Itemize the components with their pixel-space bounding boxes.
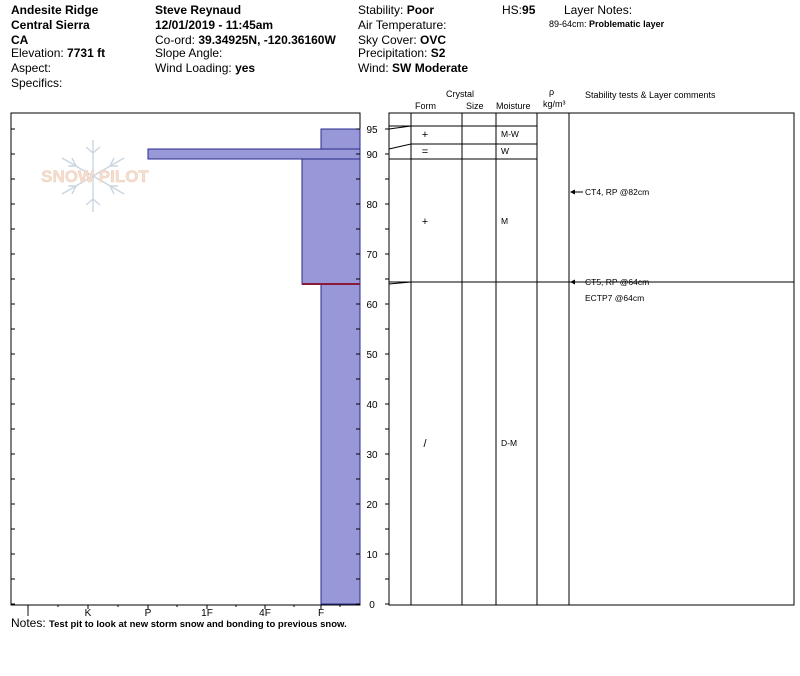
- test-label: ECTP7 @64cm: [585, 293, 644, 303]
- y-tick-label: 80: [366, 200, 378, 211]
- notes-text: Test pit to look at new storm snow and b…: [49, 619, 347, 630]
- y-tick-label: 10: [366, 550, 378, 561]
- air-temperature-label: Air Temperature:: [358, 18, 447, 32]
- grain-form: /: [423, 438, 427, 450]
- precipitation: Precipitation: S2: [358, 46, 445, 60]
- comments-header: Stability tests & Layer comments: [585, 90, 716, 100]
- y-tick-label: 0: [369, 600, 375, 611]
- y-tick-label: 60: [366, 300, 378, 311]
- y-tick-label: 30: [366, 450, 378, 461]
- snowpilot-watermark: SNOW PILOT: [41, 140, 150, 212]
- grain-form: +: [422, 129, 428, 141]
- test-label: CT4, RP @82cm: [585, 187, 649, 197]
- layer-note-range: 89-64cm:: [549, 19, 587, 29]
- hs-value: 95: [522, 3, 536, 17]
- layer-table-frame: [388, 112, 795, 606]
- density-symbol: ρ: [549, 87, 555, 97]
- observer-name: Steve Reynaud: [155, 3, 242, 17]
- layer-rows: + M-W = W + M / D-M: [388, 125, 794, 450]
- y-tick-label: 70: [366, 250, 378, 261]
- test-label: CT5, RP @64cm: [585, 277, 649, 287]
- sky-cover-value: OVC: [420, 33, 447, 47]
- hs-label: HS:: [502, 3, 523, 17]
- stability-tests: CT4, RP @82cm CT5, RP @64cm ECTP7 @64cm: [570, 187, 649, 303]
- sky-cover: Sky Cover: OVC: [358, 33, 446, 47]
- hardness-axis: I K P 1F 4F F: [27, 605, 341, 619]
- coordinates: Co-ord: 39.34925N, -120.36160W: [155, 33, 336, 47]
- watermark-text: SNOW PILOT: [41, 167, 149, 186]
- x-tick-label: F: [318, 608, 324, 619]
- precipitation-label: Precipitation:: [358, 46, 428, 60]
- hardness-bar: [301, 158, 361, 285]
- form-header: Form: [415, 101, 436, 111]
- state: CA: [11, 33, 29, 47]
- grain-form: +: [422, 216, 428, 228]
- elevation: Elevation: 7731 ft: [11, 46, 105, 60]
- hardness-bars: [147, 128, 361, 605]
- stability: Stability: Poor: [358, 3, 434, 17]
- slope-angle-label: Slope Angle:: [155, 46, 223, 60]
- grain-form: =: [422, 146, 428, 158]
- layer-note-text: Problematic layer: [589, 19, 665, 29]
- notes: Notes: Test pit to look at new storm sno…: [11, 616, 347, 632]
- size-header: Size: [466, 101, 484, 111]
- layer-moisture: W: [501, 146, 509, 156]
- elevation-value: 7731 ft: [67, 46, 106, 60]
- y-tick-label: 40: [366, 400, 378, 411]
- stability-label: Stability:: [358, 3, 404, 17]
- y-tick-label: 95: [366, 125, 378, 136]
- stability-value: Poor: [406, 3, 435, 17]
- layer-note: 89-64cm: Problematic layer: [549, 19, 664, 30]
- wind-value: SW Moderate: [392, 61, 469, 75]
- moisture-header: Moisture: [496, 101, 531, 111]
- coord-value: 39.34925N, -120.36160W: [198, 33, 336, 47]
- location-name: Andesite Ridge: [11, 3, 99, 17]
- layer-moisture: D-M: [501, 438, 517, 448]
- test-arrow-head: [570, 279, 575, 285]
- sky-cover-label: Sky Cover:: [358, 33, 417, 47]
- elevation-label: Elevation:: [11, 46, 64, 60]
- precipitation-value: S2: [430, 46, 446, 60]
- wind: Wind: SW Moderate: [358, 61, 468, 75]
- observation-datetime: 12/01/2019 - 11:45am: [155, 18, 274, 32]
- aspect-label: Aspect:: [11, 61, 52, 75]
- wind-loading-label: Wind Loading:: [155, 61, 232, 75]
- y-tick-label: 20: [366, 500, 378, 511]
- x-tick-label: P: [145, 608, 152, 619]
- snow-height: HS:95: [502, 3, 535, 17]
- notes-label: Notes:: [11, 616, 46, 630]
- layer-moisture: M: [501, 216, 508, 226]
- wind-loading: Wind Loading: yes: [155, 61, 255, 75]
- test-arrow-head: [570, 189, 575, 195]
- wind-label: Wind:: [358, 61, 389, 75]
- depth-connector: [388, 143, 412, 150]
- snowflake-icon: [61, 140, 125, 212]
- wind-loading-value: yes: [235, 61, 256, 75]
- y-tick-label: 90: [366, 150, 378, 161]
- layer-moisture: M-W: [501, 129, 519, 139]
- coord-label: Co-ord:: [155, 33, 196, 47]
- depth-axis: 0 10 20 30 40 50 60 70 80 90 95: [11, 125, 389, 611]
- layer-notes-label: Layer Notes:: [564, 3, 633, 17]
- y-tick-label: 50: [366, 350, 378, 361]
- x-tick-label: I: [27, 608, 30, 619]
- x-tick-label: K: [85, 608, 92, 619]
- density-unit: kg/m³: [543, 99, 566, 109]
- hardness-bar: [320, 283, 361, 605]
- mountain-range: Central Sierra: [11, 18, 90, 32]
- x-tick-label: 1F: [201, 608, 213, 619]
- hardness-bar: [147, 148, 361, 160]
- crystal-header: Crystal: [446, 89, 475, 99]
- x-tick-label: 4F: [259, 608, 271, 619]
- specifics-label: Specifics:: [11, 76, 63, 90]
